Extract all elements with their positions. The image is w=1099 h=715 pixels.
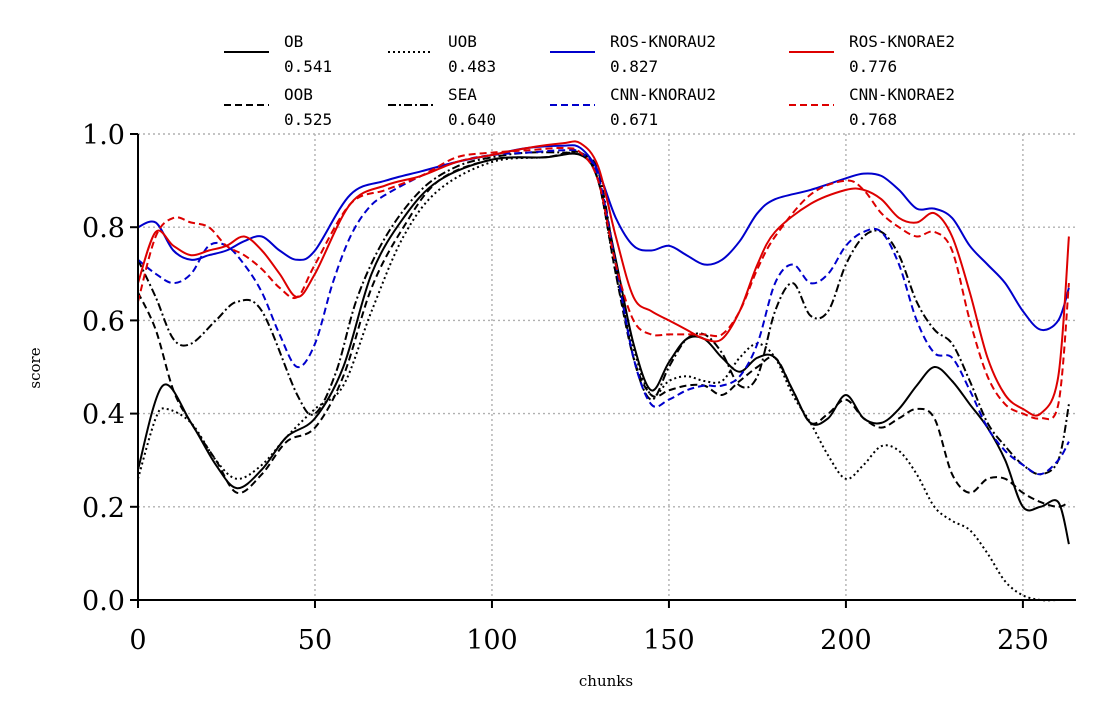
series-line-oob — [137, 150, 1070, 508]
legend-score: 0.827 — [610, 57, 658, 76]
legend-label: OOB — [284, 85, 313, 104]
legend-score: 0.525 — [284, 110, 332, 129]
x-tick-label: 150 — [643, 625, 695, 656]
legend-score: 0.768 — [849, 110, 897, 129]
x-tick-label: 50 — [298, 625, 332, 656]
legend-entry-cnn-knorae2: CNN-KNORAE2 0.768 — [789, 85, 955, 129]
y-tick-label: 0.6 — [82, 306, 125, 337]
legend-score: 0.671 — [610, 110, 658, 129]
axes — [137, 134, 1076, 601]
series-line-ros-knorae2 — [137, 140, 1070, 417]
x-axis-title: chunks — [579, 672, 633, 690]
legend-entry-ob: OB 0.541 — [224, 32, 332, 76]
legend-entry-uob: UOB 0.483 — [388, 32, 496, 76]
ticks: 0 50 100 150 200 250 0.0 0.2 0.4 0.6 0.8 1.0 — [82, 120, 1049, 656]
x-tick-label: 0 — [129, 625, 146, 656]
legend-label: ROS-KNORAE2 — [849, 32, 955, 51]
legend-score: 0.483 — [448, 57, 496, 76]
series-line-sea — [137, 151, 1070, 476]
legend-label: UOB — [448, 32, 477, 51]
legend-score: 0.776 — [849, 57, 897, 76]
series-line-cnn-knorae2 — [137, 146, 1070, 421]
series-line-cnn-knorau2 — [137, 148, 1070, 476]
series-line-ros-knorau2 — [137, 144, 1070, 332]
x-tick-label: 200 — [820, 625, 872, 656]
x-tick-label: 250 — [997, 625, 1049, 656]
legend-label: OB — [284, 32, 303, 51]
y-axis-title: score — [26, 347, 44, 388]
y-tick-label: 0.2 — [82, 493, 125, 524]
legend-entry-cnn-knorau2: CNN-KNORAU2 0.671 — [550, 85, 716, 129]
x-tick-label: 100 — [466, 625, 518, 656]
legend-score: 0.640 — [448, 110, 496, 129]
legend-entry-oob: OOB 0.525 — [224, 85, 332, 129]
y-tick-label: 0.4 — [82, 400, 125, 431]
grid-lines — [138, 133, 1076, 600]
series-layer — [137, 140, 1070, 602]
series-line-uob — [137, 152, 1069, 602]
legend-entry-ros-knorae2: ROS-KNORAE2 0.776 — [789, 32, 955, 76]
legend-label: CNN-KNORAU2 — [610, 85, 716, 104]
y-tick-label: 1.0 — [82, 120, 125, 151]
legend-entry-ros-knorau2: ROS-KNORAU2 0.827 — [550, 32, 716, 76]
legend-label: CNN-KNORAE2 — [849, 85, 955, 104]
legend-entry-sea: SEA 0.640 — [388, 85, 496, 129]
y-tick-label: 0.0 — [82, 586, 125, 617]
legend-label: SEA — [448, 85, 477, 104]
legend-label: ROS-KNORAU2 — [610, 32, 716, 51]
legend-score: 0.541 — [284, 57, 332, 76]
legend: OB 0.541 OOB 0.525 UOB 0.483 SEA 0.640 ROS-KNORA… — [224, 32, 955, 129]
y-tick-label: 0.8 — [82, 213, 125, 244]
